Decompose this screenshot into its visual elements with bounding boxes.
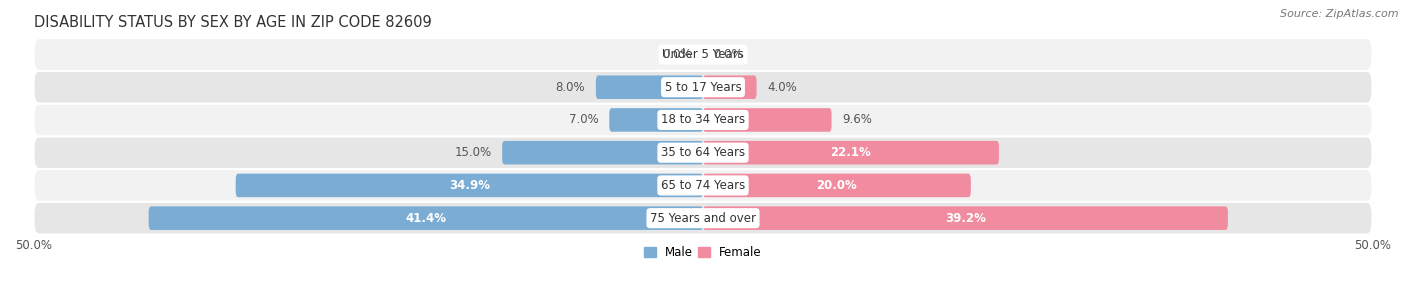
- FancyBboxPatch shape: [149, 206, 703, 230]
- FancyBboxPatch shape: [34, 71, 1372, 104]
- FancyBboxPatch shape: [502, 141, 703, 164]
- Text: 35 to 64 Years: 35 to 64 Years: [661, 146, 745, 159]
- FancyBboxPatch shape: [34, 202, 1372, 234]
- Text: 8.0%: 8.0%: [555, 81, 585, 94]
- FancyBboxPatch shape: [34, 169, 1372, 202]
- Text: 20.0%: 20.0%: [817, 179, 858, 192]
- FancyBboxPatch shape: [596, 75, 703, 99]
- Text: 0.0%: 0.0%: [662, 48, 692, 61]
- Text: 34.9%: 34.9%: [449, 179, 489, 192]
- Text: 41.4%: 41.4%: [405, 212, 446, 225]
- FancyBboxPatch shape: [609, 108, 703, 132]
- FancyBboxPatch shape: [34, 38, 1372, 71]
- Text: DISABILITY STATUS BY SEX BY AGE IN ZIP CODE 82609: DISABILITY STATUS BY SEX BY AGE IN ZIP C…: [34, 15, 432, 30]
- Text: 22.1%: 22.1%: [831, 146, 872, 159]
- FancyBboxPatch shape: [703, 108, 831, 132]
- Text: 39.2%: 39.2%: [945, 212, 986, 225]
- FancyBboxPatch shape: [34, 104, 1372, 136]
- Text: Under 5 Years: Under 5 Years: [662, 48, 744, 61]
- Text: Source: ZipAtlas.com: Source: ZipAtlas.com: [1281, 9, 1399, 19]
- Legend: Male, Female: Male, Female: [640, 242, 766, 264]
- Text: 7.0%: 7.0%: [569, 113, 599, 126]
- Text: 0.0%: 0.0%: [714, 48, 744, 61]
- FancyBboxPatch shape: [236, 174, 703, 197]
- FancyBboxPatch shape: [703, 141, 998, 164]
- Text: 4.0%: 4.0%: [768, 81, 797, 94]
- FancyBboxPatch shape: [703, 174, 970, 197]
- Text: 65 to 74 Years: 65 to 74 Years: [661, 179, 745, 192]
- FancyBboxPatch shape: [34, 136, 1372, 169]
- Text: 15.0%: 15.0%: [454, 146, 492, 159]
- FancyBboxPatch shape: [703, 75, 756, 99]
- FancyBboxPatch shape: [703, 206, 1227, 230]
- Text: 18 to 34 Years: 18 to 34 Years: [661, 113, 745, 126]
- Text: 75 Years and over: 75 Years and over: [650, 212, 756, 225]
- Text: 5 to 17 Years: 5 to 17 Years: [665, 81, 741, 94]
- Text: 9.6%: 9.6%: [842, 113, 872, 126]
